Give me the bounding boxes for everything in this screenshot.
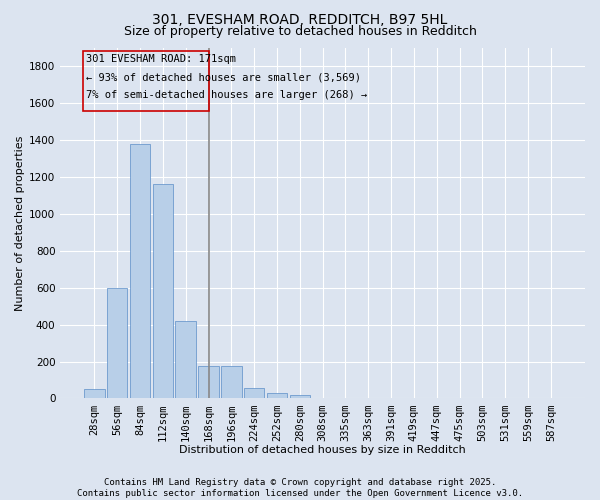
- Text: Contains HM Land Registry data © Crown copyright and database right 2025.
Contai: Contains HM Land Registry data © Crown c…: [77, 478, 523, 498]
- Bar: [175, 321, 196, 398]
- Text: ← 93% of detached houses are smaller (3,569): ← 93% of detached houses are smaller (3,…: [86, 72, 361, 82]
- X-axis label: Distribution of detached houses by size in Redditch: Distribution of detached houses by size …: [179, 445, 466, 455]
- Bar: [267, 393, 287, 398]
- Bar: [84, 389, 104, 398]
- Bar: [83, 51, 209, 111]
- Bar: [290, 395, 310, 398]
- Bar: [244, 388, 265, 398]
- Bar: [198, 366, 219, 398]
- Text: 301, EVESHAM ROAD, REDDITCH, B97 5HL: 301, EVESHAM ROAD, REDDITCH, B97 5HL: [152, 12, 448, 26]
- Bar: [152, 184, 173, 398]
- Bar: [221, 366, 242, 398]
- Y-axis label: Number of detached properties: Number of detached properties: [15, 136, 25, 310]
- Text: Size of property relative to detached houses in Redditch: Size of property relative to detached ho…: [124, 25, 476, 38]
- Text: 7% of semi-detached houses are larger (268) →: 7% of semi-detached houses are larger (2…: [86, 90, 368, 101]
- Bar: [107, 288, 127, 399]
- Bar: [130, 144, 151, 398]
- Text: 301 EVESHAM ROAD: 171sqm: 301 EVESHAM ROAD: 171sqm: [86, 54, 236, 64]
